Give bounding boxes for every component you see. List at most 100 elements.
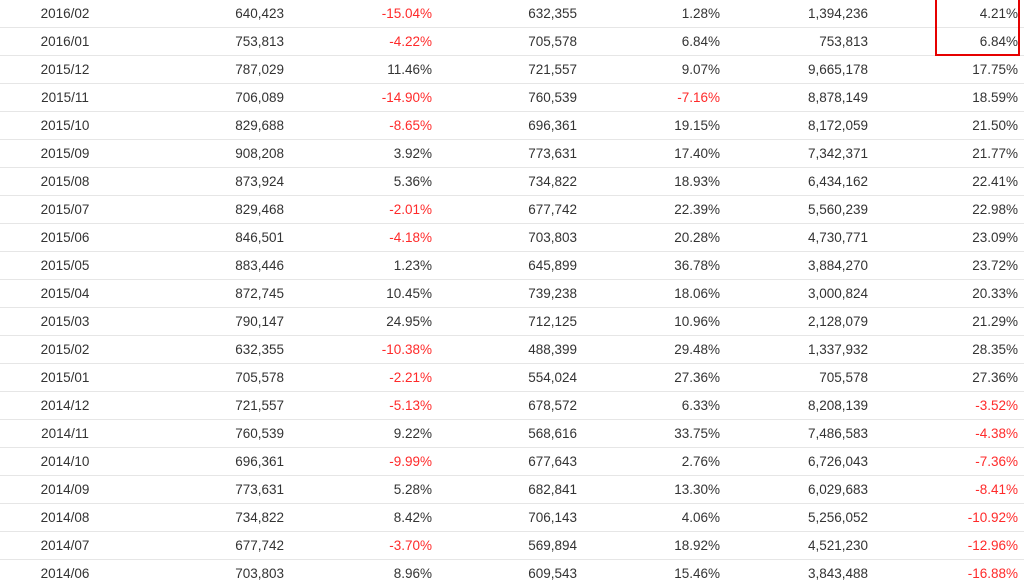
cell-value-3: 753,813 [726, 27, 872, 56]
cell-percent-1: 5.28% [290, 475, 436, 504]
cell-percent-1: 24.95% [290, 307, 436, 336]
cell-value-2: 677,643 [436, 447, 581, 476]
cell-percent-3: 17.75% [872, 55, 1024, 84]
cell-value-1: 773,631 [130, 475, 290, 504]
cell-percent-2: 1.28% [581, 0, 726, 28]
cell-percent-2: 18.93% [581, 167, 726, 196]
table-row: 2015/08 873,924 5.36% 734,822 18.93% 6,434,16… [0, 167, 1024, 196]
table-row: 2016/02 640,423 -15.04% 632,355 1.28% 1,394,2… [0, 0, 1024, 28]
cell-percent-2: 6.84% [581, 27, 726, 56]
cell-percent-1: 10.45% [290, 279, 436, 308]
cell-percent-2: 9.07% [581, 55, 726, 84]
table-row: 2014/10 696,361 -9.99% 677,643 2.76% 6,726,04… [0, 447, 1024, 476]
cell-value-3: 8,878,149 [726, 83, 872, 112]
cell-value-1: 703,803 [130, 559, 290, 583]
cell-percent-1: -14.90% [290, 83, 436, 112]
cell-percent-3: -7.36% [872, 447, 1024, 476]
cell-percent-3: -4.38% [872, 419, 1024, 448]
table-row: 2015/11 706,089 -14.90% 760,539 -7.16% 8,878,… [0, 83, 1024, 112]
cell-percent-2: 13.30% [581, 475, 726, 504]
cell-value-2: 488,399 [436, 335, 581, 364]
cell-percent-2: 4.06% [581, 503, 726, 532]
cell-percent-2: 29.48% [581, 335, 726, 364]
cell-value-3: 1,337,932 [726, 335, 872, 364]
cell-value-3: 7,486,583 [726, 419, 872, 448]
cell-period: 2015/01 [0, 363, 130, 392]
cell-period: 2014/08 [0, 503, 130, 532]
cell-percent-3: 6.84% [872, 27, 1024, 56]
cell-percent-2: 36.78% [581, 251, 726, 280]
table-row: 2014/12 721,557 -5.13% 678,572 6.33% 8,208,13… [0, 391, 1024, 420]
cell-period: 2015/08 [0, 167, 130, 196]
cell-percent-1: 9.22% [290, 419, 436, 448]
table-row: 2015/10 829,688 -8.65% 696,361 19.15% 8,172,0… [0, 111, 1024, 140]
cell-value-2: 760,539 [436, 83, 581, 112]
table-row: 2014/06 703,803 8.96% 609,543 15.46% 3,843,48… [0, 559, 1024, 583]
cell-percent-3: 27.36% [872, 363, 1024, 392]
cell-percent-1: 11.46% [290, 55, 436, 84]
cell-value-2: 721,557 [436, 55, 581, 84]
cell-period: 2014/10 [0, 447, 130, 476]
cell-value-1: 721,557 [130, 391, 290, 420]
cell-value-2: 678,572 [436, 391, 581, 420]
cell-value-3: 4,730,771 [726, 223, 872, 252]
cell-percent-2: 27.36% [581, 363, 726, 392]
cell-period: 2015/03 [0, 307, 130, 336]
table-row: 2014/11 760,539 9.22% 568,616 33.75% 7,486,58… [0, 419, 1024, 448]
cell-period: 2014/09 [0, 475, 130, 504]
cell-value-2: 706,143 [436, 503, 581, 532]
cell-period: 2015/05 [0, 251, 130, 280]
cell-period: 2014/11 [0, 419, 130, 448]
cell-value-2: 773,631 [436, 139, 581, 168]
cell-percent-1: 5.36% [290, 167, 436, 196]
cell-percent-1: -8.65% [290, 111, 436, 140]
cell-value-1: 883,446 [130, 251, 290, 280]
cell-value-2: 568,616 [436, 419, 581, 448]
cell-value-3: 5,560,239 [726, 195, 872, 224]
cell-value-3: 3,000,824 [726, 279, 872, 308]
table-row: 2015/07 829,468 -2.01% 677,742 22.39% 5,560,2… [0, 195, 1024, 224]
cell-percent-2: 19.15% [581, 111, 726, 140]
table-row: 2015/03 790,147 24.95% 712,125 10.96% 2,128,0… [0, 307, 1024, 336]
cell-value-1: 829,468 [130, 195, 290, 224]
cell-value-2: 705,578 [436, 27, 581, 56]
cell-value-2: 734,822 [436, 167, 581, 196]
cell-value-1: 705,578 [130, 363, 290, 392]
cell-period: 2015/07 [0, 195, 130, 224]
cell-period: 2015/06 [0, 223, 130, 252]
cell-value-3: 6,726,043 [726, 447, 872, 476]
cell-percent-3: -16.88% [872, 559, 1024, 583]
cell-percent-1: 8.42% [290, 503, 436, 532]
cell-percent-1: -9.99% [290, 447, 436, 476]
cell-percent-3: 21.50% [872, 111, 1024, 140]
cell-value-1: 706,089 [130, 83, 290, 112]
cell-percent-2: 20.28% [581, 223, 726, 252]
cell-percent-2: 18.92% [581, 531, 726, 560]
cell-value-1: 846,501 [130, 223, 290, 252]
cell-percent-2: 33.75% [581, 419, 726, 448]
cell-percent-3: 23.72% [872, 251, 1024, 280]
cell-percent-2: 2.76% [581, 447, 726, 476]
cell-percent-1: -4.18% [290, 223, 436, 252]
cell-value-3: 3,843,488 [726, 559, 872, 583]
cell-percent-2: 6.33% [581, 391, 726, 420]
cell-percent-2: 10.96% [581, 307, 726, 336]
cell-period: 2014/06 [0, 559, 130, 583]
table-row: 2014/09 773,631 5.28% 682,841 13.30% 6,029,68… [0, 475, 1024, 504]
cell-value-3: 1,394,236 [726, 0, 872, 28]
cell-value-1: 873,924 [130, 167, 290, 196]
cell-percent-2: 15.46% [581, 559, 726, 583]
cell-percent-1: 8.96% [290, 559, 436, 583]
cell-value-1: 696,361 [130, 447, 290, 476]
cell-value-2: 696,361 [436, 111, 581, 140]
cell-value-2: 682,841 [436, 475, 581, 504]
cell-percent-3: 18.59% [872, 83, 1024, 112]
cell-percent-2: 22.39% [581, 195, 726, 224]
cell-percent-3: 21.77% [872, 139, 1024, 168]
cell-value-2: 645,899 [436, 251, 581, 280]
cell-value-2: 677,742 [436, 195, 581, 224]
cell-percent-3: -10.92% [872, 503, 1024, 532]
